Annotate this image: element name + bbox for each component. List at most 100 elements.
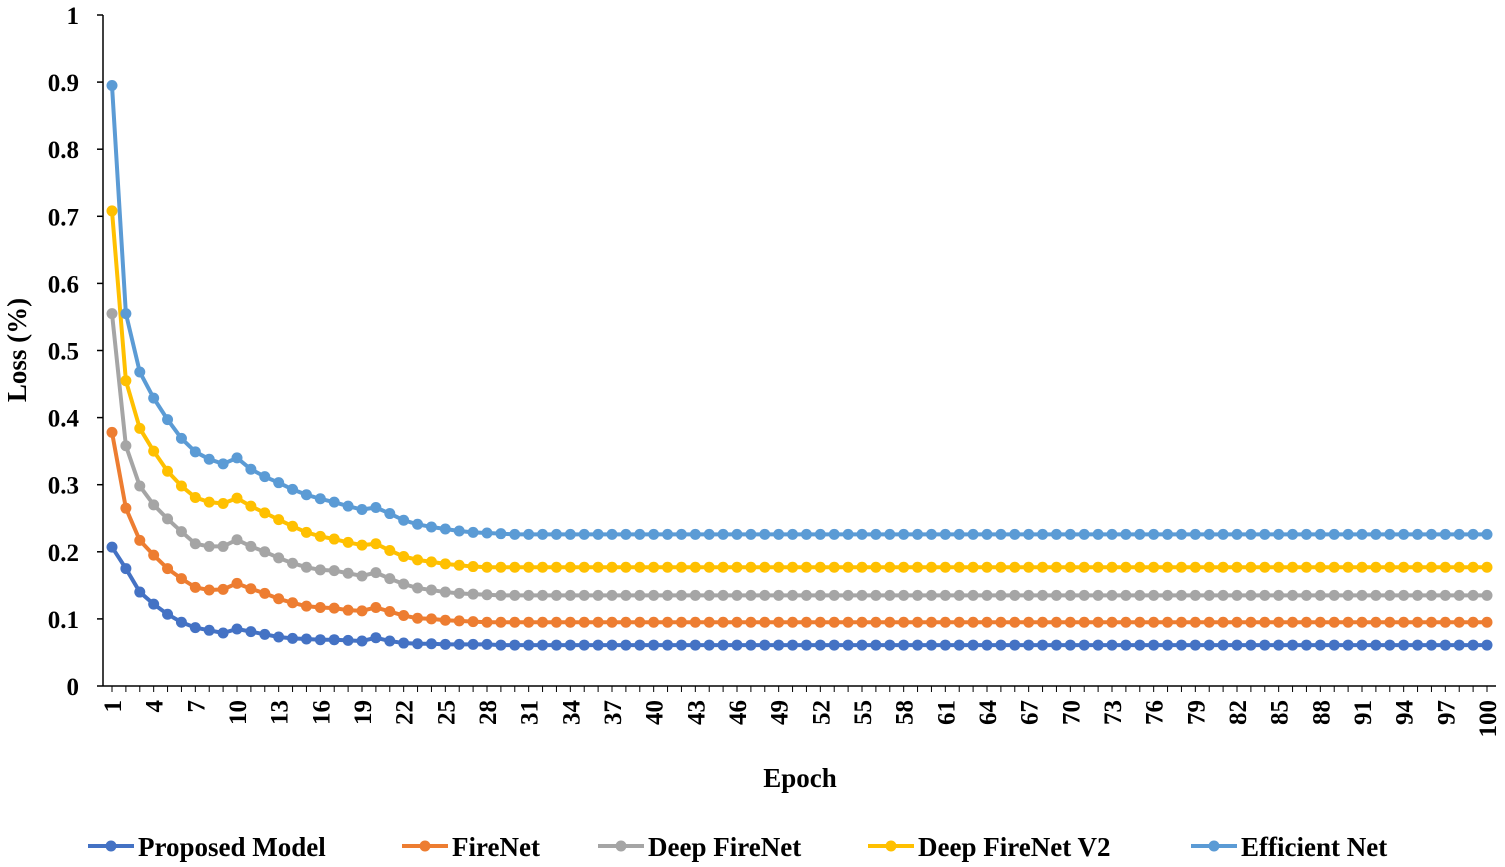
data-point: [1217, 616, 1229, 628]
data-point: [217, 583, 229, 595]
data-point: [398, 550, 410, 562]
data-point: [106, 79, 118, 91]
data-point: [1439, 561, 1451, 573]
data-point: [773, 589, 785, 601]
data-point: [287, 597, 299, 609]
data-point: [717, 561, 729, 573]
data-point: [259, 628, 271, 640]
data-point: [1356, 616, 1368, 628]
data-point: [134, 480, 146, 492]
data-point: [259, 587, 271, 599]
data-point: [523, 639, 535, 651]
data-point: [1439, 616, 1451, 628]
data-point: [1370, 528, 1382, 540]
data-point: [828, 561, 840, 573]
data-point: [828, 589, 840, 601]
data-point: [898, 616, 910, 628]
data-point: [1148, 589, 1160, 601]
data-point: [1384, 528, 1396, 540]
data-point: [1467, 528, 1479, 540]
data-point: [675, 528, 687, 540]
data-point: [856, 561, 868, 573]
data-point: [1453, 589, 1465, 601]
data-point: [231, 577, 243, 589]
data-point: [1259, 561, 1271, 573]
data-point: [884, 616, 896, 628]
data-point: [1189, 528, 1201, 540]
data-point: [148, 445, 160, 457]
data-point: [1425, 589, 1437, 601]
data-point: [1273, 589, 1285, 601]
data-point: [1481, 589, 1493, 601]
data-point: [537, 561, 549, 573]
data-point: [898, 528, 910, 540]
data-point: [675, 589, 687, 601]
data-point: [953, 561, 965, 573]
data-point: [787, 561, 799, 573]
data-point: [1453, 639, 1465, 651]
data-point: [398, 514, 410, 526]
data-point: [606, 561, 618, 573]
data-point: [328, 565, 340, 577]
y-tick-label: 0.2: [48, 540, 79, 567]
x-tick-label: 22: [392, 700, 419, 725]
data-point: [1217, 639, 1229, 651]
data-point: [1481, 528, 1493, 540]
legend-item: Deep FireNet: [598, 832, 801, 862]
data-point: [1328, 589, 1340, 601]
data-point: [564, 528, 576, 540]
data-point: [453, 587, 465, 599]
data-point: [1078, 616, 1090, 628]
data-point: [662, 639, 674, 651]
data-point: [1342, 616, 1354, 628]
data-point: [995, 561, 1007, 573]
data-point: [689, 616, 701, 628]
data-point: [731, 528, 743, 540]
data-point: [953, 589, 965, 601]
x-tick-label: 49: [767, 700, 794, 725]
data-point: [662, 528, 674, 540]
data-point: [453, 559, 465, 571]
data-point: [759, 589, 771, 601]
data-point: [453, 615, 465, 627]
data-point: [273, 514, 285, 526]
data-point: [1175, 589, 1187, 601]
data-point: [1134, 616, 1146, 628]
data-point: [1231, 616, 1243, 628]
data-point: [314, 530, 326, 542]
data-point: [1245, 639, 1257, 651]
data-point: [939, 561, 951, 573]
data-point: [745, 561, 757, 573]
x-tick-label: 88: [1308, 700, 1335, 725]
x-tick-label: 7: [183, 700, 210, 713]
data-point: [1328, 639, 1340, 651]
data-point: [481, 527, 493, 539]
data-point: [1481, 561, 1493, 573]
legend-item: Efficient Net: [1191, 832, 1387, 862]
data-point: [1398, 561, 1410, 573]
data-point: [1245, 528, 1257, 540]
data-point: [134, 586, 146, 598]
data-point: [939, 589, 951, 601]
data-point: [412, 554, 424, 566]
legend-swatch-marker: [615, 840, 627, 852]
data-point: [592, 528, 604, 540]
data-point: [620, 616, 632, 628]
x-tick-label: 73: [1100, 700, 1127, 725]
data-point: [703, 561, 715, 573]
data-point: [967, 561, 979, 573]
data-point: [1300, 639, 1312, 651]
data-point: [481, 616, 493, 628]
data-point: [106, 205, 118, 217]
data-point: [1300, 528, 1312, 540]
x-tick-label: 19: [350, 700, 377, 725]
data-point: [370, 567, 382, 579]
data-point: [759, 639, 771, 651]
data-point: [1064, 528, 1076, 540]
data-point: [384, 508, 396, 520]
data-point: [509, 528, 521, 540]
data-point: [231, 452, 243, 464]
data-point: [620, 561, 632, 573]
data-point: [925, 639, 937, 651]
data-point: [203, 584, 215, 596]
